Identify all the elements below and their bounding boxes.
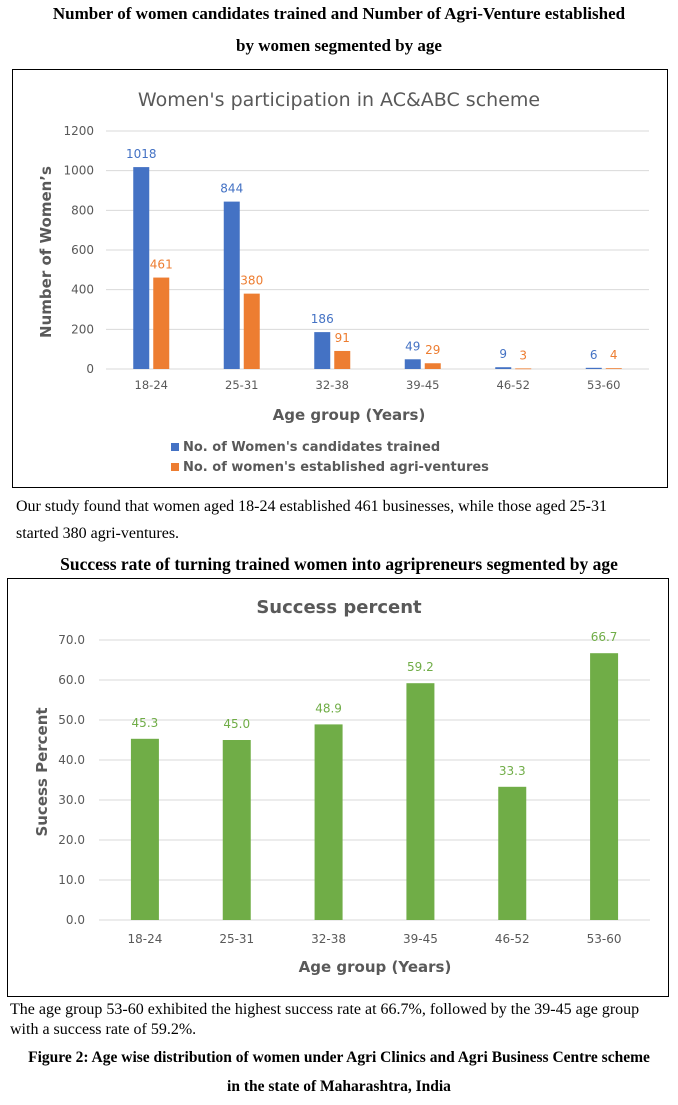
chart1-data-label: 3: [519, 348, 527, 362]
paragraph1-line-1: Our study found that women aged 18-24 es…: [16, 498, 608, 515]
chart2-x-axis-title: Age group (Years): [299, 958, 452, 976]
figure-caption-line-2: in the state of Maharashtra, India: [227, 1078, 451, 1095]
chart2-bar: [314, 724, 343, 920]
chart2-data-label: 59.2: [407, 660, 434, 674]
heading-success-rate: Success rate of turning trained women in…: [60, 554, 618, 574]
chart2-xtick-label: 25-31: [219, 932, 254, 946]
chart2-bar: [130, 738, 159, 920]
chart1-data-label: 186: [311, 312, 334, 326]
chart1-xtick-label: 18-24: [135, 378, 168, 392]
chart2-data-label: 45.0: [223, 717, 250, 731]
chart2-data-label: 48.9: [315, 701, 342, 715]
chart1-bar-trained: [133, 167, 150, 369]
chart1-bar-ventures: [243, 293, 260, 369]
heading-line-1: Number of women candidates trained and N…: [52, 4, 626, 23]
chart2-data-label: 66.7: [591, 630, 618, 644]
chart1-xtick-label: 32-38: [316, 378, 349, 392]
chart2-data-label: 45.3: [132, 716, 159, 730]
chart1-xtick-label: 46-52: [497, 378, 530, 392]
chart1-legend-swatch-trained: [171, 443, 179, 451]
chart1-data-label: 6: [590, 348, 598, 362]
chart2-title: Success percent: [256, 597, 422, 618]
heading-line-2: by women segmented by age: [236, 36, 442, 55]
chart1-bar-ventures: [424, 363, 441, 369]
chart1-data-label: 844: [220, 182, 243, 196]
chart1-xtick-label: 39-45: [406, 378, 439, 392]
chart1-data-label: 29: [425, 343, 440, 357]
paragraph1-line-2: started 380 agri-ventures.: [16, 525, 180, 542]
paragraph2-line-1: The age group 53-60 exhibited the highes…: [10, 1001, 640, 1018]
paragraph2-line-2: with a success rate of 59.2%.: [10, 1021, 197, 1038]
chart1-bar-ventures: [153, 277, 170, 369]
chart1-data-label: 49: [405, 339, 420, 353]
chart2-data-label: 33.3: [499, 764, 526, 778]
chart1-frame: Women's participation in AC&ABC scheme 0 2…: [12, 69, 668, 488]
chart2-xtick-label: 53-60: [587, 932, 622, 946]
chart2-y-axis-title: Sucess Percent: [33, 707, 51, 836]
chart1-bar-trained: [495, 367, 512, 369]
chart1-ytick-label: 1000: [63, 164, 94, 178]
chart2-ytick-label: 50.0: [58, 713, 85, 727]
chart1-ytick-label: 600: [71, 243, 94, 257]
chart2-ytick-label: 0.0: [66, 913, 85, 927]
chart1-bar-trained: [314, 332, 331, 369]
chart2-ytick-label: 70.0: [58, 633, 85, 647]
chart1-bar-ventures: [334, 350, 351, 369]
chart1-legend-label: No. of Women's candidates trained: [183, 440, 440, 455]
chart1-ytick-label: 0: [86, 362, 94, 376]
chart1-title: Women's participation in AC&ABC scheme: [138, 89, 540, 111]
chart2-bar: [222, 740, 251, 920]
chart1-legend-swatch-ventures: [171, 463, 179, 471]
chart1-ytick-label: 200: [71, 322, 94, 336]
chart1-bar-ventures: [605, 368, 622, 370]
chart1-ytick-label: 1200: [63, 124, 94, 138]
chart1-bar-trained: [223, 201, 240, 369]
chart1-xtick-label: 53-60: [587, 378, 620, 392]
chart2-ytick-label: 30.0: [58, 793, 85, 807]
chart1-svg: Women's participation in AC&ABC scheme 0 2…: [37, 89, 649, 475]
chart2-ytick-label: 40.0: [58, 753, 85, 767]
chart2-bar: [406, 683, 435, 920]
chart1-data-label: 461: [150, 258, 173, 272]
chart2-ytick-label: 10.0: [58, 873, 85, 887]
chart1-data-label: 380: [240, 274, 263, 288]
chart1-xtick-label: 25-31: [225, 378, 258, 392]
chart2-xtick-label: 18-24: [127, 932, 162, 946]
chart2-xtick-label: 32-38: [311, 932, 346, 946]
chart1-legend-label: No. of women's established agri-ventures: [183, 460, 489, 475]
chart1-data-label: 1018: [126, 147, 157, 161]
chart2-xtick-label: 39-45: [403, 932, 438, 946]
chart1-data-label: 91: [335, 331, 350, 345]
chart1-bar-trained: [404, 359, 421, 369]
chart2-svg: Success percent 0.0 10.0 20.0 30.0 40.0 50.0 60…: [33, 597, 650, 976]
chart2-ytick-label: 20.0: [58, 833, 85, 847]
chart1-data-label: 9: [499, 347, 507, 361]
chart2-bar: [498, 786, 527, 920]
chart1-x-axis-title: Age group (Years): [273, 406, 426, 424]
figure-caption-line-1: Figure 2: Age wise distribution of women…: [28, 1049, 650, 1066]
chart1-data-label: 4: [610, 348, 618, 362]
chart1-ytick-label: 800: [71, 203, 94, 217]
chart2-frame: Success percent 0.0 10.0 20.0 30.0 40.0 50.0 60…: [7, 578, 669, 997]
chart2-bar: [590, 653, 619, 920]
chart1-y-axis-title: Number of Women’s: [37, 166, 55, 338]
chart1-bar-trained: [585, 367, 602, 369]
chart1-bar-ventures: [515, 368, 532, 370]
chart2-ytick-label: 60.0: [58, 673, 85, 687]
chart1-ytick-label: 400: [71, 283, 94, 297]
chart2-xtick-label: 46-52: [495, 932, 530, 946]
